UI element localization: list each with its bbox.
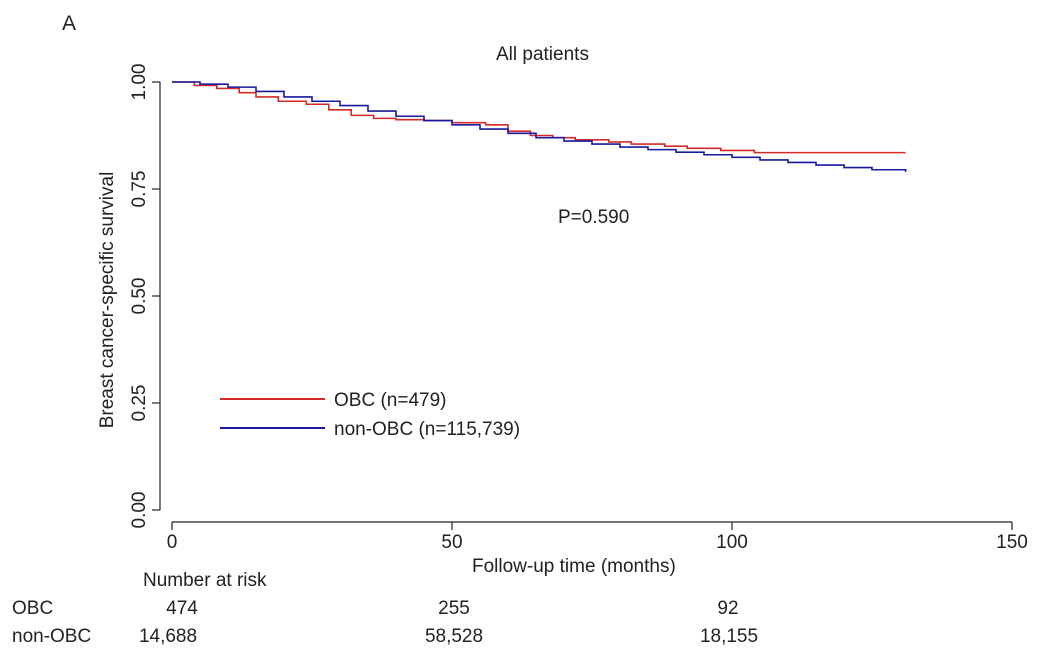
x-axis-label: Follow-up time (months)	[472, 556, 676, 577]
p-value-annotation: P=0.590	[558, 207, 630, 228]
risk-value: 255	[438, 598, 470, 619]
risk-value: 474	[166, 598, 198, 619]
risk-table-title: Number at risk	[143, 570, 267, 591]
x-tick-label: 0	[167, 532, 178, 553]
x-tick-label: 150	[996, 532, 1028, 553]
chart-title: All patients	[496, 44, 589, 65]
panel-label: A	[62, 12, 77, 35]
survival-line-obc	[172, 81, 906, 154]
risk-row-label-obc: OBC	[12, 598, 54, 619]
risk-value: 92	[717, 598, 739, 619]
y-tick-label: 0.50	[129, 278, 150, 315]
y-tick-label: 0.00	[129, 492, 150, 529]
y-tick-label: 0.25	[129, 385, 150, 422]
x-tick-label: 50	[441, 532, 462, 553]
risk-value: 18,155	[699, 626, 759, 647]
y-tick-label: 1.00	[129, 64, 150, 101]
risk-value: 14,688	[138, 626, 198, 647]
legend-label: non-OBC (n=115,739)	[334, 419, 520, 440]
legend-label: OBC (n=479)	[334, 390, 446, 411]
survival-line-non-obc	[172, 81, 907, 172]
x-tick-label: 100	[716, 532, 748, 553]
y-tick-label: 0.75	[129, 171, 150, 208]
risk-row-label-non-obc: non-OBC	[12, 626, 92, 647]
risk-value: 58,528	[424, 626, 484, 647]
